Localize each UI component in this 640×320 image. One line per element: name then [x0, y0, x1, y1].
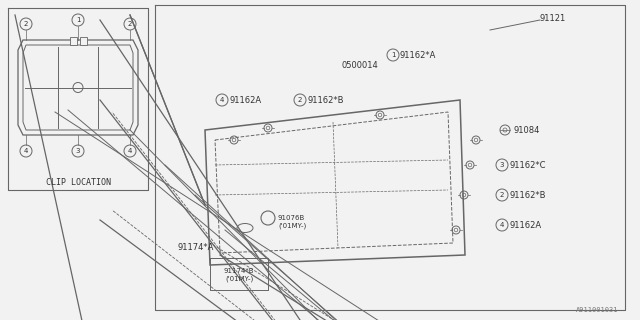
Text: 2: 2	[500, 192, 504, 198]
Text: 91162*C: 91162*C	[509, 161, 545, 170]
Text: CLIP LOCATION: CLIP LOCATION	[45, 178, 111, 187]
Text: 91162A: 91162A	[229, 95, 261, 105]
Text: 91174*A: 91174*A	[177, 243, 213, 252]
Bar	[80, 37, 87, 45]
Text: 2: 2	[128, 21, 132, 27]
Text: 4: 4	[500, 222, 504, 228]
Text: 91162A: 91162A	[509, 220, 541, 229]
Text: 3: 3	[76, 148, 80, 154]
Text: 4: 4	[24, 148, 28, 154]
Text: 91162*B: 91162*B	[509, 190, 545, 199]
Bar	[70, 37, 77, 45]
Text: 2: 2	[298, 97, 302, 103]
Text: 4: 4	[220, 97, 224, 103]
Text: 0500014: 0500014	[342, 61, 378, 70]
Text: 1: 1	[76, 17, 80, 23]
Text: 4: 4	[128, 148, 132, 154]
Text: 91174*B
('01MY-): 91174*B ('01MY-)	[224, 268, 254, 282]
Text: 91121: 91121	[540, 13, 566, 22]
Text: 91162*A: 91162*A	[400, 51, 436, 60]
Text: 91162*B: 91162*B	[307, 95, 344, 105]
Text: 91076B
('01MY-): 91076B ('01MY-)	[278, 215, 307, 228]
Text: A911001031: A911001031	[575, 307, 618, 313]
Text: 3: 3	[500, 162, 504, 168]
Text: 1: 1	[391, 52, 396, 58]
Text: 91084: 91084	[513, 125, 540, 134]
Text: 2: 2	[24, 21, 28, 27]
